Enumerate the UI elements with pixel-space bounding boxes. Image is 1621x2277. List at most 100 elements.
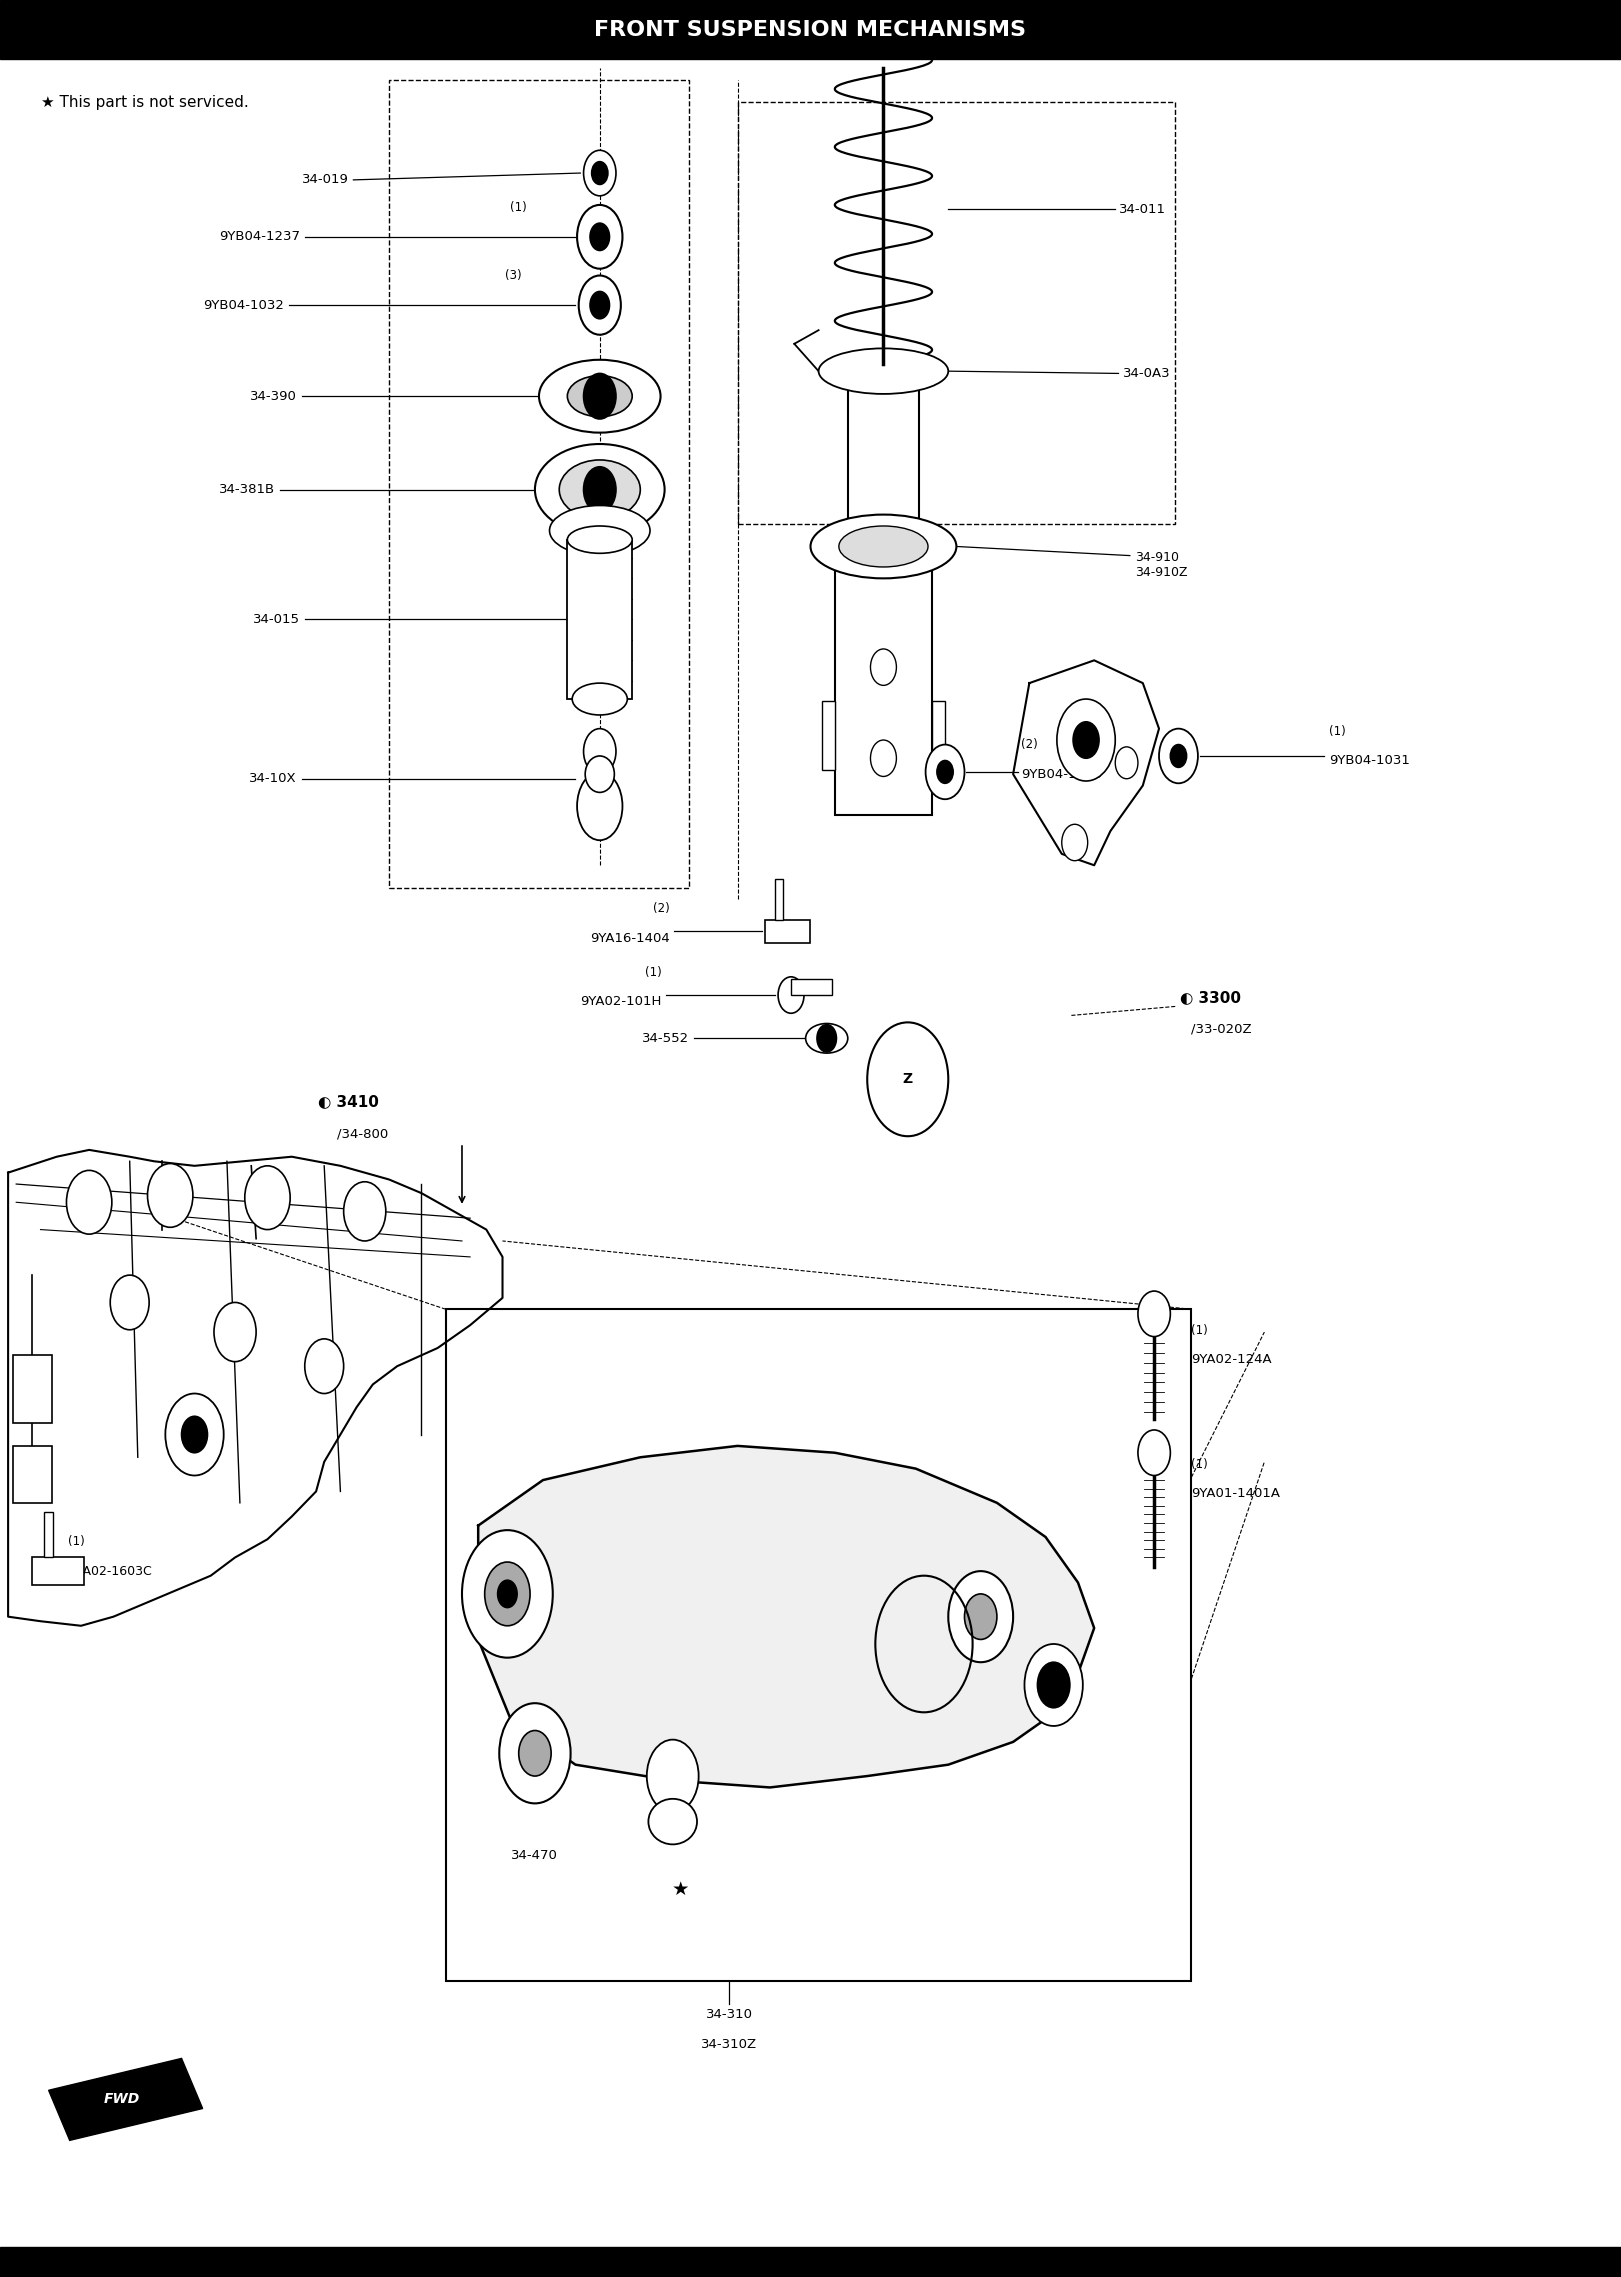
Circle shape — [1037, 1662, 1070, 1708]
Text: ◐ 3410: ◐ 3410 — [318, 1095, 379, 1109]
Circle shape — [778, 977, 804, 1013]
Text: 9YB04-1032: 9YB04-1032 — [203, 298, 284, 312]
Circle shape — [1138, 1291, 1170, 1337]
Bar — [32, 1557, 84, 1585]
Bar — [738, 102, 1175, 524]
Circle shape — [214, 1302, 256, 1362]
Polygon shape — [49, 2058, 203, 2140]
Text: 9YA16-1404: 9YA16-1404 — [590, 931, 669, 945]
Text: 34-015: 34-015 — [253, 613, 300, 626]
Text: (2): (2) — [1021, 738, 1037, 751]
Text: 34-310: 34-310 — [707, 2008, 752, 2022]
Circle shape — [590, 291, 609, 319]
Text: ◐ 3300: ◐ 3300 — [1180, 990, 1242, 1004]
Circle shape — [577, 205, 622, 269]
Circle shape — [498, 1580, 517, 1608]
Circle shape — [1170, 745, 1187, 767]
Polygon shape — [478, 1446, 1094, 1787]
Ellipse shape — [810, 515, 956, 578]
Text: (2): (2) — [653, 902, 669, 915]
Bar — [765, 920, 810, 943]
Bar — [13, 1446, 52, 1503]
Text: 34-390: 34-390 — [250, 389, 297, 403]
Text: 9YA02-124A: 9YA02-124A — [1191, 1353, 1272, 1366]
Text: FWD: FWD — [104, 2093, 139, 2106]
Bar — [567, 540, 632, 699]
Text: 9YA02-101H: 9YA02-101H — [580, 995, 661, 1009]
Text: 34-381B: 34-381B — [219, 483, 276, 496]
Text: 9YB04-1237: 9YB04-1237 — [219, 230, 300, 244]
Text: (1): (1) — [645, 965, 661, 979]
Circle shape — [647, 1740, 699, 1812]
Ellipse shape — [538, 360, 660, 433]
Ellipse shape — [567, 526, 632, 553]
Bar — [835, 565, 932, 815]
Ellipse shape — [572, 683, 627, 715]
Text: 34-011: 34-011 — [1118, 203, 1165, 216]
Circle shape — [937, 761, 953, 783]
Text: 9YB04-1031: 9YB04-1031 — [1329, 754, 1410, 767]
Circle shape — [462, 1530, 553, 1658]
Circle shape — [499, 1703, 571, 1803]
Ellipse shape — [585, 756, 614, 792]
Bar — [0, 2247, 1621, 2277]
Bar — [13, 1355, 52, 1423]
Bar — [44, 1512, 53, 1557]
Circle shape — [1024, 1644, 1083, 1726]
Circle shape — [870, 649, 896, 685]
Text: (3): (3) — [506, 269, 522, 282]
Circle shape — [1062, 824, 1088, 861]
Text: 9YA01-1401A: 9YA01-1401A — [1191, 1487, 1281, 1501]
Text: (1): (1) — [1191, 1457, 1208, 1471]
Circle shape — [579, 276, 621, 335]
Circle shape — [305, 1339, 344, 1394]
Bar — [822, 701, 835, 770]
Ellipse shape — [840, 526, 927, 567]
Bar — [775, 879, 783, 920]
Ellipse shape — [550, 505, 650, 556]
Circle shape — [592, 162, 608, 184]
Bar — [446, 1309, 1191, 1981]
Text: 34-0A3: 34-0A3 — [1123, 367, 1170, 380]
Ellipse shape — [648, 1799, 697, 1844]
Text: (1): (1) — [1191, 1323, 1208, 1337]
Text: ★: ★ — [673, 1881, 689, 1899]
Circle shape — [165, 1394, 224, 1475]
Circle shape — [584, 729, 616, 774]
Text: 34-910
34-910Z: 34-910 34-910Z — [1135, 551, 1187, 578]
Text: 34-552: 34-552 — [642, 1031, 689, 1045]
Text: ★ This part is not serviced.: ★ This part is not serviced. — [41, 96, 248, 109]
Circle shape — [584, 373, 616, 419]
Circle shape — [584, 467, 616, 512]
Bar — [932, 701, 945, 770]
Circle shape — [590, 223, 609, 250]
Bar — [848, 364, 919, 558]
Circle shape — [485, 1562, 530, 1626]
Bar — [791, 979, 832, 995]
Text: 34-019: 34-019 — [302, 173, 349, 187]
Text: 34-310Z: 34-310Z — [702, 2038, 757, 2052]
Text: FRONT SUSPENSION MECHANISMS: FRONT SUSPENSION MECHANISMS — [595, 20, 1026, 39]
Circle shape — [519, 1731, 551, 1776]
Circle shape — [1057, 699, 1115, 781]
Circle shape — [926, 745, 964, 799]
Circle shape — [870, 740, 896, 776]
Ellipse shape — [577, 772, 622, 840]
Circle shape — [1115, 747, 1138, 779]
Circle shape — [817, 1025, 836, 1052]
Text: 9YA02-1603C: 9YA02-1603C — [68, 1564, 152, 1578]
Circle shape — [344, 1182, 386, 1241]
Text: 9YB04-1413: 9YB04-1413 — [1021, 767, 1102, 781]
Text: 34-470: 34-470 — [511, 1849, 558, 1863]
Text: (1): (1) — [1329, 724, 1345, 738]
Ellipse shape — [819, 348, 948, 394]
Text: /34-800: /34-800 — [337, 1127, 389, 1141]
Circle shape — [1138, 1430, 1170, 1475]
Text: Z: Z — [919, 1637, 929, 1651]
Circle shape — [182, 1416, 207, 1453]
Circle shape — [1073, 722, 1099, 758]
Circle shape — [148, 1164, 193, 1227]
Circle shape — [110, 1275, 149, 1330]
Text: (1): (1) — [511, 200, 527, 214]
Bar — [389, 80, 689, 888]
